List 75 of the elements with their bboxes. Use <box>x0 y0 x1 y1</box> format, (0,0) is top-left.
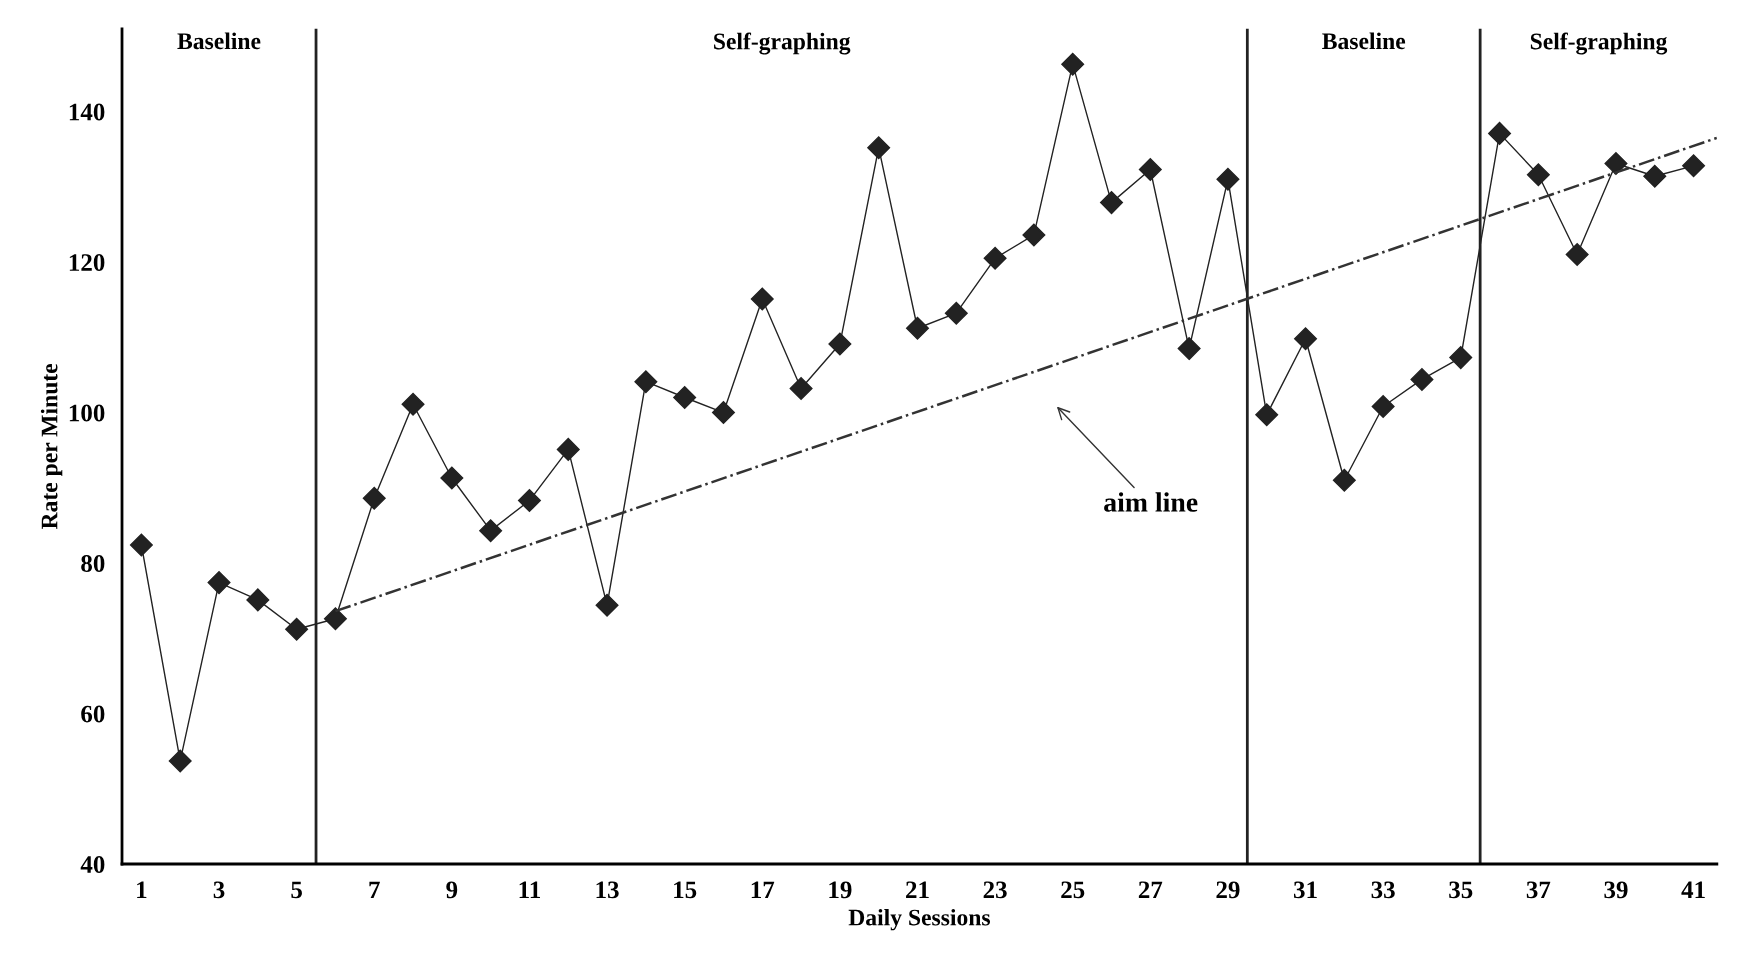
point <box>905 316 929 340</box>
x-tick-label: 29 <box>1216 881 1240 899</box>
x-tick-label: 37 <box>1526 881 1551 899</box>
point <box>440 466 464 490</box>
x-tick-label: 15 <box>674 881 697 899</box>
point <box>1294 327 1318 351</box>
point <box>285 617 309 641</box>
annotation: Baseline <box>1322 32 1406 50</box>
point <box>1410 367 1434 391</box>
annotation: Self-graphing <box>714 32 851 55</box>
point <box>983 246 1007 270</box>
point <box>129 533 153 557</box>
point <box>1061 52 1085 76</box>
x-axis-title: Daily Sessions <box>848 908 991 931</box>
point <box>1604 151 1628 175</box>
point <box>944 301 968 325</box>
x-tick-label: 7 <box>369 881 380 899</box>
point <box>595 593 619 617</box>
point <box>479 519 503 543</box>
point <box>556 437 580 461</box>
point <box>1022 223 1046 247</box>
point <box>1371 395 1395 419</box>
point <box>711 401 735 425</box>
y-tick-label: 120 <box>69 254 105 271</box>
point <box>323 607 347 631</box>
y-tick-label: 60 <box>81 705 105 723</box>
x-tick-label: 39 <box>1604 881 1628 899</box>
point <box>168 749 192 773</box>
y-axis-title: Rate per Minute <box>40 363 63 530</box>
point <box>1216 167 1240 191</box>
point <box>789 376 813 400</box>
point <box>246 588 270 612</box>
x-tick-label: 1 <box>137 881 147 899</box>
point <box>1643 164 1667 188</box>
x-tick-label: 3 <box>213 881 225 899</box>
x-tick-label: 31 <box>1293 881 1317 899</box>
annotation: Self-graphing <box>1530 32 1668 55</box>
x-tick-label: 9 <box>446 881 458 899</box>
point <box>1449 346 1473 370</box>
annotation: Baseline <box>177 32 261 50</box>
point <box>1332 468 1356 492</box>
point <box>867 136 891 160</box>
y-tick-label: 40 <box>80 856 105 873</box>
x-tick-label: 13 <box>596 881 619 899</box>
point <box>673 385 697 409</box>
point <box>1138 158 1162 182</box>
point <box>1565 243 1589 267</box>
point <box>634 370 658 394</box>
y-tick-label: 80 <box>81 555 105 572</box>
point <box>750 287 774 311</box>
point <box>362 486 386 510</box>
x-tick-label: 25 <box>1061 881 1085 899</box>
x-tick-label: 35 <box>1449 881 1473 899</box>
point <box>1488 121 1512 145</box>
point <box>1177 337 1201 361</box>
point <box>207 571 231 595</box>
x-tick-label: 19 <box>829 881 852 899</box>
x-tick-label: 33 <box>1371 881 1395 899</box>
point <box>1255 403 1279 427</box>
y-tick-label: 100 <box>69 404 105 422</box>
x-tick-label: 27 <box>1138 881 1163 899</box>
point <box>1100 191 1124 215</box>
x-tick-label: 23 <box>983 881 1007 899</box>
x-tick-label: 5 <box>291 881 302 899</box>
y-tick-label: 140 <box>69 103 105 121</box>
point <box>1682 154 1706 178</box>
point <box>828 332 852 356</box>
annotation: aim line <box>1104 492 1198 512</box>
x-tick-label: 17 <box>751 881 775 899</box>
point <box>1526 163 1550 187</box>
point <box>401 392 425 416</box>
x-tick-label: 41 <box>1681 881 1705 899</box>
x-tick-label: 11 <box>519 881 540 899</box>
point <box>517 489 541 513</box>
x-tick-label: 21 <box>906 881 929 899</box>
